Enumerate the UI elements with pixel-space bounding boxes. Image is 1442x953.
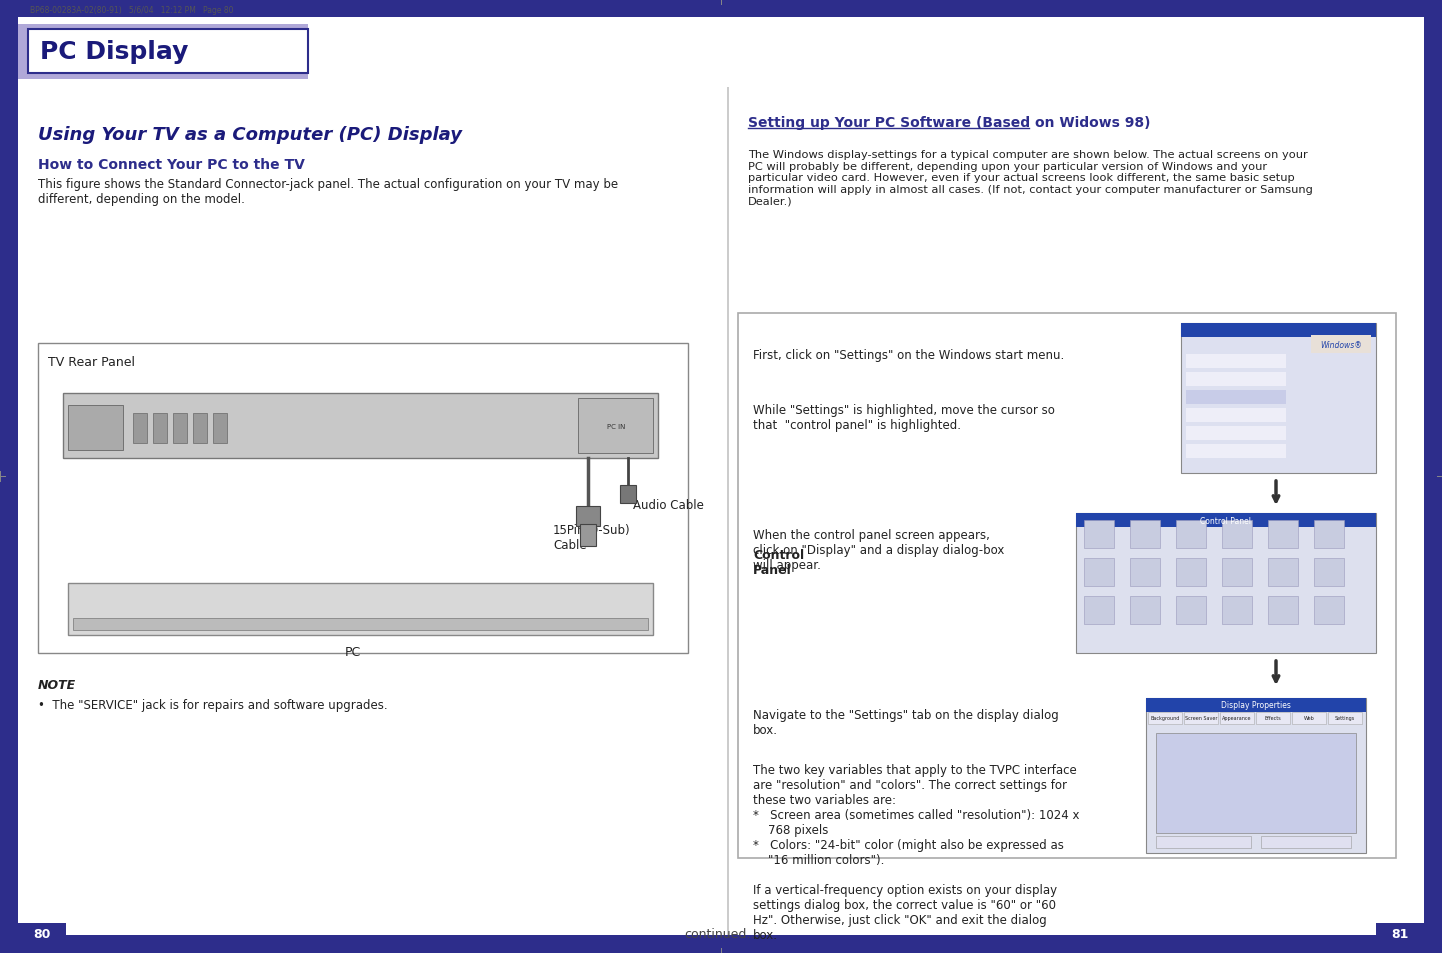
Bar: [727, 88, 730, 935]
Bar: [575, 506, 600, 526]
Bar: [1256, 712, 1291, 724]
Text: Windows®: Windows®: [1319, 340, 1361, 349]
Bar: [1076, 514, 1376, 654]
Bar: [1185, 444, 1286, 458]
Bar: [1260, 836, 1351, 848]
Bar: [1185, 373, 1286, 387]
Bar: [1314, 558, 1344, 586]
Text: Setting up Your PC Software (Based on Widows 98): Setting up Your PC Software (Based on Wi…: [748, 116, 1151, 130]
Bar: [0, 0, 17, 953]
Text: NOTE: NOTE: [37, 679, 76, 691]
Text: Control
Panel: Control Panel: [753, 548, 805, 577]
Text: PC IN: PC IN: [607, 423, 626, 430]
Bar: [1292, 712, 1327, 724]
Bar: [1131, 520, 1159, 548]
Text: 81: 81: [1392, 927, 1409, 941]
Bar: [68, 406, 123, 451]
Bar: [1268, 597, 1298, 624]
Bar: [580, 524, 596, 546]
Text: Using Your TV as a Computer (PC) Display: Using Your TV as a Computer (PC) Display: [37, 126, 461, 144]
Bar: [1268, 520, 1298, 548]
Bar: [1181, 324, 1376, 337]
Text: 80: 80: [33, 927, 50, 941]
Bar: [193, 414, 208, 443]
Bar: [1076, 514, 1376, 527]
Bar: [1314, 597, 1344, 624]
Text: Display Properties: Display Properties: [1221, 700, 1291, 710]
Text: If a vertical-frequency option exists on your display
settings dialog box, the c: If a vertical-frequency option exists on…: [753, 883, 1057, 941]
Text: How to Connect Your PC to the TV: How to Connect Your PC to the TV: [37, 158, 304, 172]
Bar: [63, 394, 658, 458]
Bar: [1177, 520, 1206, 548]
Bar: [173, 414, 187, 443]
Bar: [1221, 520, 1252, 548]
Bar: [0, 935, 1442, 953]
Text: •  The "SERVICE" jack is for repairs and software upgrades.: • The "SERVICE" jack is for repairs and …: [37, 699, 388, 711]
Text: The Windows display-settings for a typical computer are shown below. The actual : The Windows display-settings for a typic…: [748, 150, 1312, 206]
Bar: [1131, 558, 1159, 586]
Bar: [1146, 699, 1366, 712]
Bar: [74, 618, 647, 630]
Text: Web: Web: [1304, 716, 1314, 720]
Text: TV Rear Panel: TV Rear Panel: [48, 355, 136, 369]
Bar: [1185, 355, 1286, 369]
Bar: [17, 25, 309, 80]
Text: Background: Background: [1151, 716, 1180, 720]
Bar: [1314, 520, 1344, 548]
Bar: [1177, 597, 1206, 624]
Bar: [1184, 712, 1218, 724]
Bar: [1311, 335, 1371, 354]
Bar: [133, 414, 147, 443]
Bar: [1328, 712, 1363, 724]
Text: Control Panel: Control Panel: [1201, 516, 1252, 525]
Text: PC Display: PC Display: [40, 40, 189, 64]
Text: When the control panel screen appears,
click on "Display" and a display dialog-b: When the control panel screen appears, c…: [753, 529, 1005, 572]
Bar: [27, 30, 309, 74]
Text: PC: PC: [345, 645, 360, 659]
Bar: [1221, 597, 1252, 624]
Bar: [1131, 597, 1159, 624]
Text: continued...: continued...: [684, 927, 758, 941]
Bar: [68, 583, 653, 636]
Bar: [1177, 558, 1206, 586]
Bar: [1376, 923, 1425, 945]
Bar: [1146, 699, 1366, 853]
Text: Navigate to the "Settings" tab on the display dialog
box.: Navigate to the "Settings" tab on the di…: [753, 708, 1058, 737]
Text: Effects: Effects: [1265, 716, 1282, 720]
Bar: [578, 398, 653, 454]
Text: The two key variables that apply to the TVPC interface
are "resolution" and "col: The two key variables that apply to the …: [753, 763, 1080, 866]
Bar: [1084, 520, 1115, 548]
Bar: [1221, 558, 1252, 586]
Bar: [1185, 391, 1286, 405]
Bar: [37, 344, 688, 654]
Bar: [1185, 427, 1286, 440]
Bar: [213, 414, 226, 443]
Bar: [0, 0, 1442, 18]
Text: Appearance: Appearance: [1223, 716, 1252, 720]
Bar: [1185, 409, 1286, 422]
Text: This figure shows the Standard Connector-jack panel. The actual configuration on: This figure shows the Standard Connector…: [37, 178, 619, 206]
Bar: [1084, 597, 1115, 624]
Bar: [1425, 0, 1442, 953]
Text: BP68-00283A-02(80-91)   5/6/04   12:12 PM   Page 80: BP68-00283A-02(80-91) 5/6/04 12:12 PM Pa…: [30, 6, 234, 15]
Bar: [738, 314, 1396, 858]
Text: Screen Saver: Screen Saver: [1185, 716, 1217, 720]
Bar: [1268, 558, 1298, 586]
Text: Settings: Settings: [1335, 716, 1355, 720]
Bar: [1156, 836, 1252, 848]
Bar: [620, 485, 636, 503]
Bar: [153, 414, 167, 443]
Bar: [1148, 712, 1182, 724]
Bar: [1084, 558, 1115, 586]
Text: First, click on "Settings" on the Windows start menu.: First, click on "Settings" on the Window…: [753, 349, 1064, 361]
Bar: [1220, 712, 1255, 724]
Text: 15Pin(D-Sub)
Cable: 15Pin(D-Sub) Cable: [552, 523, 630, 552]
Bar: [17, 923, 66, 945]
Text: While "Settings" is highlighted, move the cursor so
that  "control panel" is hig: While "Settings" is highlighted, move th…: [753, 403, 1056, 432]
Bar: [1156, 733, 1355, 833]
Text: Audio Cable: Audio Cable: [633, 498, 704, 512]
Bar: [1181, 324, 1376, 474]
